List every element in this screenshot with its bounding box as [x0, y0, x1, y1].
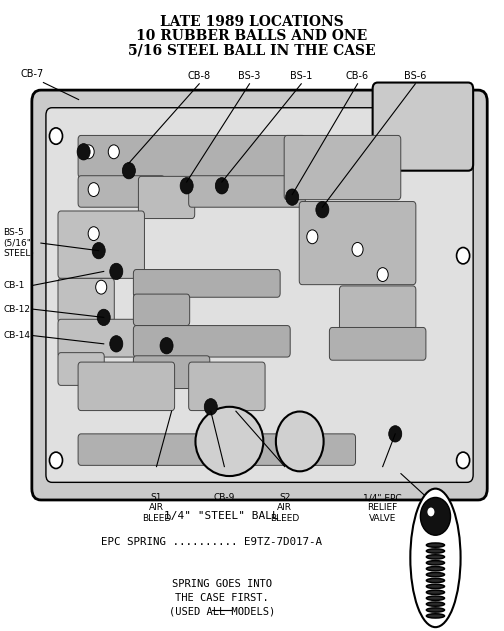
Circle shape	[457, 452, 470, 468]
FancyBboxPatch shape	[188, 175, 305, 207]
Text: 1/4" "STEEL" BALL: 1/4" "STEEL" BALL	[164, 510, 279, 521]
Text: CB-12: CB-12	[3, 305, 30, 314]
Text: BS-5
(5/16"
STEEL): BS-5 (5/16" STEEL)	[3, 228, 34, 258]
Text: BS-6: BS-6	[404, 71, 426, 81]
Circle shape	[88, 227, 99, 240]
FancyBboxPatch shape	[78, 175, 164, 207]
Ellipse shape	[426, 596, 445, 600]
Ellipse shape	[426, 602, 445, 606]
FancyBboxPatch shape	[78, 136, 305, 177]
Circle shape	[457, 247, 470, 264]
FancyBboxPatch shape	[58, 319, 164, 357]
Text: CB-8: CB-8	[187, 71, 211, 81]
FancyBboxPatch shape	[340, 286, 416, 330]
FancyBboxPatch shape	[139, 176, 195, 218]
Text: LATE 1989 LOCATIONS: LATE 1989 LOCATIONS	[160, 15, 344, 28]
Text: CB-7: CB-7	[21, 69, 44, 80]
Circle shape	[83, 145, 94, 159]
Circle shape	[390, 427, 401, 441]
Circle shape	[97, 309, 110, 326]
Circle shape	[420, 497, 451, 535]
Circle shape	[307, 230, 318, 244]
FancyBboxPatch shape	[134, 356, 210, 389]
Circle shape	[215, 177, 228, 194]
Ellipse shape	[426, 584, 445, 589]
Text: S1
AIR
BLEED: S1 AIR BLEED	[142, 493, 171, 523]
FancyBboxPatch shape	[372, 83, 473, 171]
Text: S2
AIR
BLEED: S2 AIR BLEED	[270, 493, 299, 523]
Ellipse shape	[426, 572, 445, 577]
Ellipse shape	[426, 614, 445, 618]
Ellipse shape	[426, 555, 445, 559]
FancyBboxPatch shape	[78, 434, 355, 465]
FancyBboxPatch shape	[58, 278, 114, 322]
FancyBboxPatch shape	[134, 294, 190, 326]
FancyBboxPatch shape	[78, 362, 174, 411]
Circle shape	[160, 338, 173, 354]
Circle shape	[110, 336, 123, 352]
Text: BS-3: BS-3	[238, 71, 261, 81]
Circle shape	[108, 145, 119, 159]
Text: CB-9: CB-9	[214, 493, 235, 502]
Circle shape	[389, 426, 402, 442]
FancyBboxPatch shape	[58, 211, 145, 278]
Ellipse shape	[410, 488, 461, 627]
Circle shape	[286, 189, 299, 205]
Text: CB-6: CB-6	[346, 71, 369, 81]
Ellipse shape	[426, 608, 445, 612]
Circle shape	[204, 399, 217, 415]
Ellipse shape	[276, 411, 324, 471]
Circle shape	[88, 182, 99, 196]
FancyBboxPatch shape	[299, 201, 416, 285]
Circle shape	[427, 507, 434, 516]
Text: BS-1: BS-1	[290, 71, 312, 81]
FancyBboxPatch shape	[134, 326, 290, 357]
FancyBboxPatch shape	[134, 269, 280, 297]
FancyBboxPatch shape	[330, 327, 426, 360]
Ellipse shape	[426, 590, 445, 594]
Text: SPRING GOES INTO
THE CASE FIRST.
(USED ALL MODELS): SPRING GOES INTO THE CASE FIRST. (USED A…	[169, 579, 275, 616]
Circle shape	[352, 242, 363, 256]
Text: 1/4" EPC
RELIEF
VALVE: 1/4" EPC RELIEF VALVE	[363, 493, 402, 523]
Ellipse shape	[426, 561, 445, 565]
Ellipse shape	[196, 407, 263, 476]
Circle shape	[49, 128, 62, 144]
Circle shape	[377, 268, 388, 281]
Ellipse shape	[426, 567, 445, 571]
FancyBboxPatch shape	[32, 90, 487, 500]
Circle shape	[96, 280, 107, 294]
Ellipse shape	[426, 543, 445, 547]
Ellipse shape	[426, 579, 445, 582]
Circle shape	[180, 177, 193, 194]
Ellipse shape	[426, 549, 445, 553]
Text: CB-1: CB-1	[3, 281, 25, 290]
FancyBboxPatch shape	[284, 136, 401, 199]
FancyBboxPatch shape	[188, 362, 265, 411]
Circle shape	[92, 242, 105, 259]
Circle shape	[110, 263, 123, 280]
Text: 5/16 STEEL BALL IN THE CASE: 5/16 STEEL BALL IN THE CASE	[128, 44, 376, 57]
Circle shape	[316, 201, 329, 218]
Circle shape	[122, 163, 136, 179]
Text: CB-14: CB-14	[3, 331, 30, 340]
Circle shape	[49, 452, 62, 468]
FancyBboxPatch shape	[46, 108, 473, 482]
Circle shape	[77, 144, 90, 160]
FancyBboxPatch shape	[58, 353, 104, 386]
Text: 10 RUBBER BALLS AND ONE: 10 RUBBER BALLS AND ONE	[137, 29, 367, 43]
Text: EPC SPRING .......... E9TZ-7D017-A: EPC SPRING .......... E9TZ-7D017-A	[101, 537, 322, 547]
